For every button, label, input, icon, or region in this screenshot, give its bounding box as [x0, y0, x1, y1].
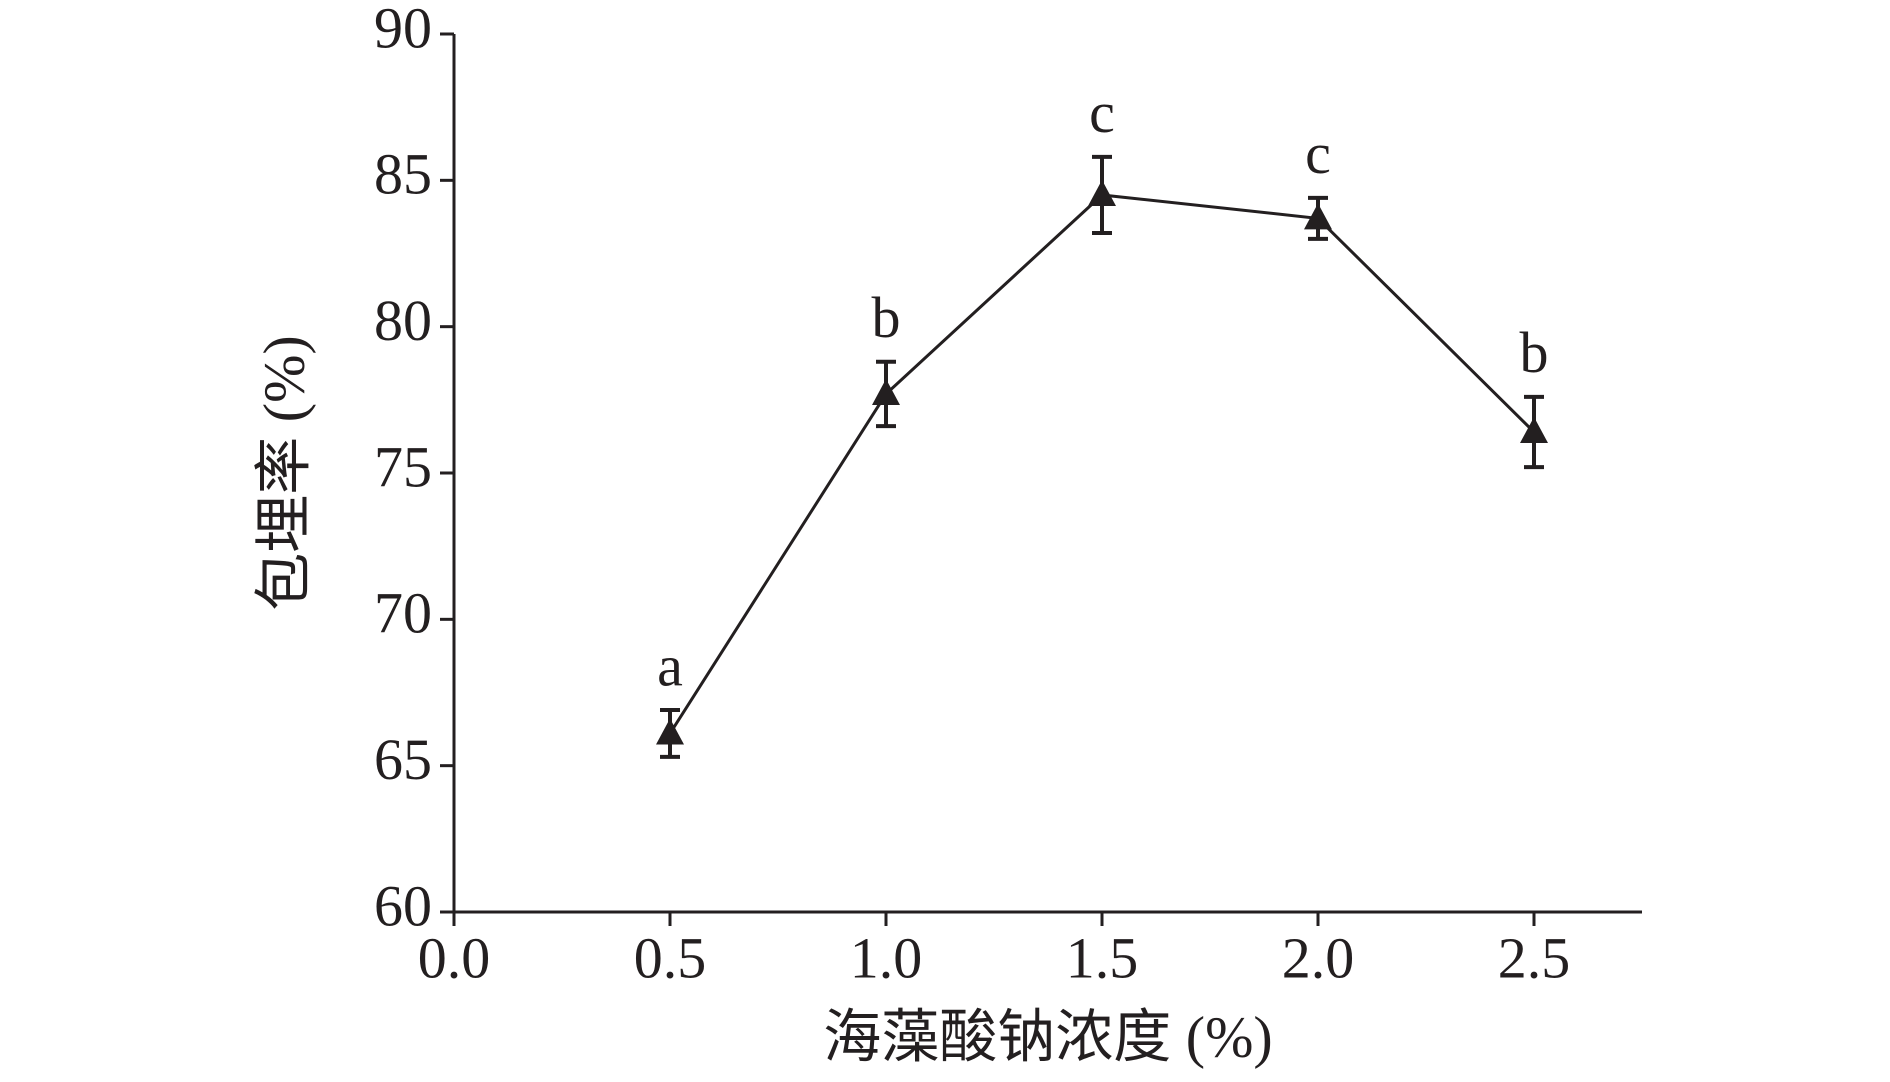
marker: [656, 718, 684, 745]
marker: [1088, 179, 1116, 206]
x-tick-label: 1.0: [850, 925, 923, 990]
y-tick-label: 90: [374, 0, 432, 60]
marker: [1520, 417, 1548, 444]
data-line: [668, 193, 1536, 735]
y-tick-label: 75: [374, 434, 432, 499]
data-label: a: [657, 633, 683, 698]
y-tick-label: 80: [374, 288, 432, 353]
x-tick-label: 0.5: [634, 925, 707, 990]
data-label: c: [1089, 80, 1115, 145]
x-tick-label: 2.0: [1282, 925, 1355, 990]
data-label: b: [872, 285, 901, 350]
y-axis-title: 包埋率 (%): [251, 335, 316, 610]
y-tick-label: 70: [374, 581, 432, 646]
x-tick-label: 0.0: [418, 925, 491, 990]
marker: [1304, 203, 1332, 230]
marker: [872, 378, 900, 405]
x-axis-title: 海藻酸钠浓度 (%): [823, 1004, 1272, 1069]
data-label: c: [1305, 121, 1331, 186]
x-tick-label: 2.5: [1498, 925, 1571, 990]
y-tick-label: 85: [374, 142, 432, 207]
data-label: b: [1520, 320, 1549, 385]
y-tick-label: 60: [374, 873, 432, 938]
y-tick-label: 65: [374, 727, 432, 792]
x-tick-label: 1.5: [1066, 925, 1139, 990]
